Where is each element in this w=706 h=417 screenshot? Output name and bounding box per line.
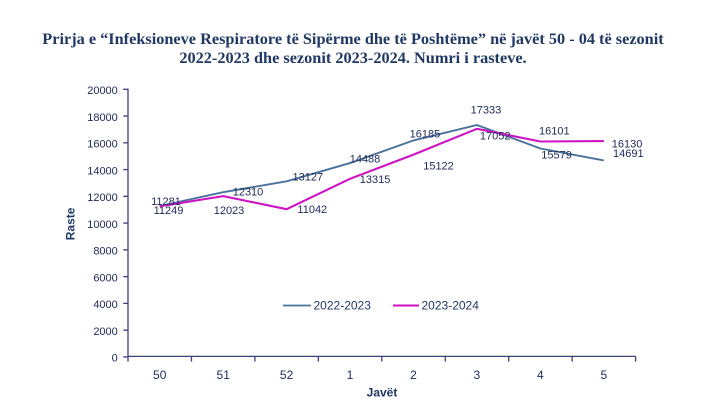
svg-text:13315: 13315	[360, 174, 391, 186]
svg-text:13127: 13127	[293, 171, 324, 183]
svg-text:16130: 16130	[612, 138, 643, 150]
svg-text:15579: 15579	[541, 149, 572, 161]
svg-text:16000: 16000	[87, 139, 118, 151]
svg-text:18000: 18000	[87, 112, 118, 124]
svg-text:1: 1	[347, 368, 354, 382]
svg-text:14000: 14000	[87, 165, 118, 177]
svg-text:2023-2024: 2023-2024	[422, 299, 480, 313]
svg-text:6000: 6000	[93, 272, 117, 284]
svg-text:11281: 11281	[151, 196, 181, 208]
svg-text:51: 51	[217, 368, 231, 382]
svg-text:17333: 17333	[471, 105, 502, 117]
svg-text:12310: 12310	[233, 187, 264, 199]
svg-text:5: 5	[600, 368, 607, 382]
svg-text:11042: 11042	[297, 204, 327, 216]
svg-text:20000: 20000	[87, 85, 118, 97]
svg-text:50: 50	[153, 368, 167, 382]
svg-text:2022-2023: 2022-2023	[314, 299, 372, 313]
svg-text:16101: 16101	[539, 126, 570, 138]
svg-text:0: 0	[112, 353, 118, 365]
svg-text:2000: 2000	[93, 326, 117, 338]
svg-text:14691: 14691	[613, 148, 644, 160]
svg-text:17052: 17052	[480, 131, 511, 143]
svg-text:12023: 12023	[214, 205, 245, 217]
svg-text:12000: 12000	[87, 192, 118, 204]
svg-text:4000: 4000	[93, 299, 117, 311]
svg-text:2: 2	[410, 368, 417, 382]
svg-text:15122: 15122	[423, 160, 454, 172]
svg-text:52: 52	[280, 368, 294, 382]
svg-text:10000: 10000	[87, 219, 118, 231]
svg-text:16185: 16185	[410, 129, 441, 141]
svg-text:Raste: Raste	[64, 207, 78, 240]
svg-text:14488: 14488	[350, 154, 381, 166]
svg-text:3: 3	[474, 368, 481, 382]
svg-text:4: 4	[537, 368, 544, 382]
svg-text:8000: 8000	[93, 246, 117, 258]
svg-text:11249: 11249	[154, 205, 184, 217]
svg-text:Javët: Javët	[367, 386, 398, 400]
